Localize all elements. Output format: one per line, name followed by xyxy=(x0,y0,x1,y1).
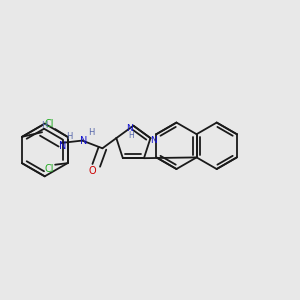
Text: H: H xyxy=(88,128,95,137)
Text: Cl: Cl xyxy=(44,164,54,174)
Text: Cl: Cl xyxy=(44,119,54,130)
Text: H: H xyxy=(128,131,134,140)
Text: N: N xyxy=(80,136,88,146)
Text: H: H xyxy=(66,132,73,141)
Text: O: O xyxy=(89,166,96,176)
Text: N: N xyxy=(150,136,157,145)
Text: N: N xyxy=(58,140,66,151)
Text: H: H xyxy=(41,121,48,130)
Text: N: N xyxy=(126,124,133,133)
